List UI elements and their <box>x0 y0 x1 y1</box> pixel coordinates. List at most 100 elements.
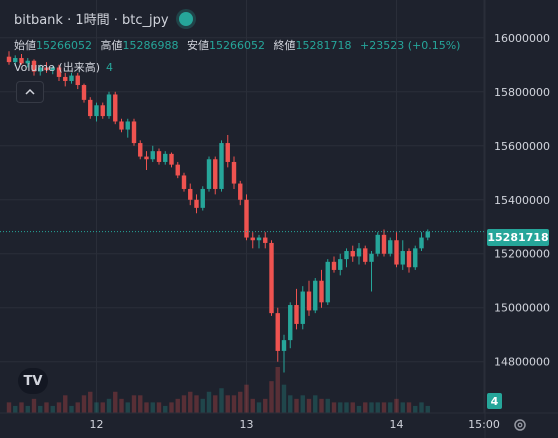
close-value: 15281718 <box>295 39 352 52</box>
volume-bar <box>88 391 93 413</box>
volume-bar <box>113 391 118 413</box>
volume-bar <box>363 402 368 413</box>
volume-bar <box>19 402 24 413</box>
candle-body <box>231 161 237 184</box>
volume-bar <box>369 402 374 413</box>
candle-body <box>100 105 105 117</box>
time-axis: 12 13 14 15:00 <box>90 418 500 431</box>
grid <box>0 0 485 413</box>
candle-body <box>200 188 205 208</box>
volume-value: 4 <box>106 61 113 74</box>
volume-bar <box>313 395 318 413</box>
x-tick-label: 15:00 <box>468 418 500 431</box>
candle-body <box>288 305 293 341</box>
y-tick-label: 15000000 <box>494 302 550 315</box>
candle-body <box>419 237 424 249</box>
volume-bar <box>106 398 112 413</box>
volume-bar <box>263 398 268 413</box>
candle-body <box>25 60 30 64</box>
volume-bar <box>119 398 124 413</box>
candle-body <box>256 237 262 241</box>
candle-body <box>169 153 174 165</box>
candle-body <box>425 231 430 238</box>
volume-bar <box>238 391 243 413</box>
candle-body <box>388 240 393 254</box>
volume-bar <box>231 395 237 413</box>
candle-body <box>163 153 168 162</box>
candle-body <box>150 151 155 160</box>
candle-body <box>275 313 280 351</box>
volume-bar <box>188 391 193 413</box>
candle-body <box>6 56 12 63</box>
gear-icon <box>514 419 526 431</box>
volume-bar <box>381 402 387 413</box>
candle-body <box>156 151 162 162</box>
chart-header: bitbank · 1時間 · btc_jpy <box>14 9 193 28</box>
candle-body <box>369 253 374 262</box>
volume-bar <box>38 405 43 413</box>
volume-bar <box>200 398 205 413</box>
candle-body <box>88 99 93 117</box>
volume-bar <box>13 405 18 413</box>
volume-bar <box>413 405 418 413</box>
volume-bar <box>144 402 149 413</box>
chevron-up-icon <box>25 88 35 95</box>
candle-body <box>350 251 355 257</box>
tradingview-logo[interactable]: TV <box>18 368 48 394</box>
candle-body <box>294 305 299 324</box>
volume-bar <box>256 402 262 413</box>
volume-bar <box>350 402 355 413</box>
candle-body <box>175 164 180 176</box>
collapse-legend-button[interactable] <box>16 81 44 103</box>
volume-bar <box>63 395 68 413</box>
open-label: 始値 <box>14 39 36 52</box>
candle-body <box>194 199 199 208</box>
candle-body <box>69 75 74 81</box>
candle-body <box>406 251 412 268</box>
volume-bar <box>94 402 99 413</box>
settings-button[interactable] <box>511 416 529 434</box>
volume-bar <box>75 402 80 413</box>
volume-bar <box>281 384 287 413</box>
candle-body <box>13 58 18 63</box>
volume-bar <box>25 405 30 413</box>
candle-body <box>125 121 130 130</box>
y-tick-label: 16000000 <box>494 32 550 45</box>
candle-body <box>81 85 87 100</box>
volume-bar <box>100 402 105 413</box>
y-tick-label: 15800000 <box>494 86 550 99</box>
low-label: 安値 <box>187 39 209 52</box>
candle-body <box>244 199 249 238</box>
chart-title: bitbank · 1時間 · btc_jpy <box>14 13 169 28</box>
candle-body <box>94 105 99 117</box>
open-value: 15266052 <box>36 39 92 52</box>
volume-bar <box>300 395 305 413</box>
candle-body <box>250 237 255 241</box>
volume-bar <box>400 402 405 413</box>
candle-body <box>344 251 349 260</box>
volume-bar <box>169 402 174 413</box>
low-value: 15266052 <box>209 39 265 52</box>
close-label: 終値 <box>273 39 296 52</box>
candle-body <box>281 340 287 351</box>
volume-bar <box>150 402 155 413</box>
candle-body <box>313 280 318 311</box>
volume-bar <box>213 395 218 413</box>
candle-body <box>206 159 212 189</box>
volume-bar <box>331 402 337 413</box>
candle-body <box>106 94 112 117</box>
volume-bar <box>44 402 49 413</box>
volume-bar <box>394 398 399 413</box>
ohlc-legend: 始値15266052 高値15286988 安値15266052 終値15281… <box>14 37 465 53</box>
volume-bar <box>131 395 137 413</box>
y-tick-label: 14800000 <box>494 356 550 369</box>
candle-body <box>300 291 305 324</box>
volume-bar <box>275 367 280 413</box>
candle-body <box>213 159 218 189</box>
candle-body <box>413 248 418 268</box>
candle-body <box>138 143 143 157</box>
volume-bar <box>56 402 62 413</box>
volume-bar <box>81 395 87 413</box>
